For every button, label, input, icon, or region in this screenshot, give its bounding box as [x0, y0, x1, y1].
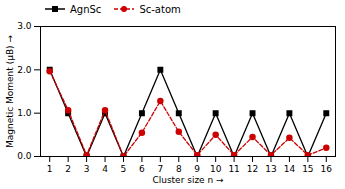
html-text:AgnSc: AgnSc: [70, 3, 102, 15]
svg-text:8: 8: [176, 164, 182, 174]
svg-text:12: 12: [247, 164, 258, 174]
svg-text:13: 13: [265, 164, 276, 174]
svg-text:3.0: 3.0: [17, 21, 32, 31]
svg-text:16: 16: [321, 164, 333, 174]
svg-text:1.0: 1.0: [17, 108, 32, 118]
svg-text:7: 7: [157, 164, 163, 174]
svg-text:2.0: 2.0: [17, 65, 32, 75]
svg-text:1: 1: [47, 164, 53, 174]
svg-text:4: 4: [102, 164, 108, 174]
svg-text:0.0: 0.0: [17, 151, 32, 161]
html-text:Sc-atom: Sc-atom: [139, 3, 181, 15]
svg-text:2: 2: [65, 164, 71, 174]
svg-text:9: 9: [194, 164, 200, 174]
svg-text:Cluster size n →: Cluster size n →: [152, 175, 224, 185]
svg-text:5: 5: [121, 164, 127, 174]
svg-text:6: 6: [139, 164, 145, 174]
svg-text:15: 15: [302, 164, 313, 174]
svg-text:Magnetic Moment (μB) →: Magnetic Moment (μB) →: [5, 35, 15, 149]
svg-text:14: 14: [284, 164, 296, 174]
svg-text:10: 10: [210, 164, 222, 174]
svg-text:11: 11: [228, 164, 239, 174]
svg-text:3: 3: [84, 164, 90, 174]
